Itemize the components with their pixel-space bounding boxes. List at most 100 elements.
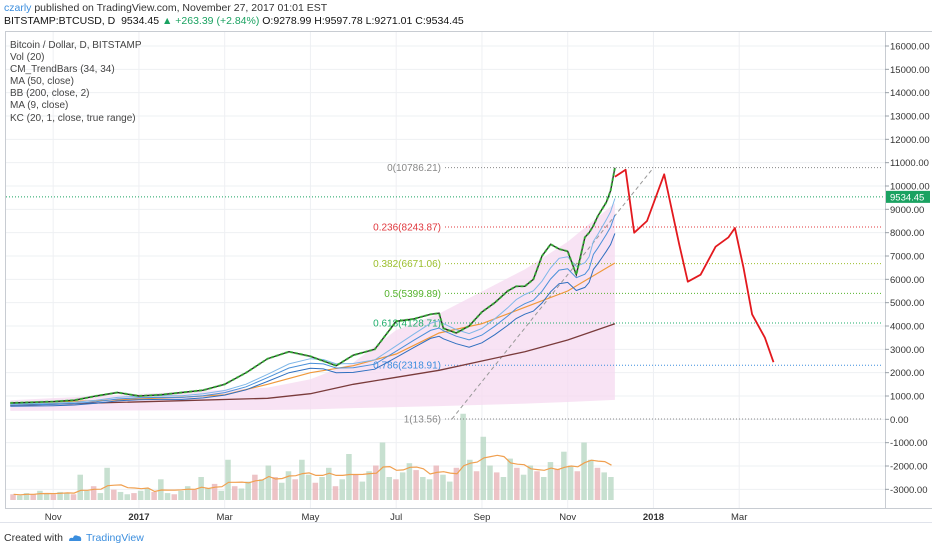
fib-level-label[interactable]: 0.786(2318.91)	[373, 361, 441, 372]
volume-bar	[77, 475, 83, 500]
volume-bar	[521, 475, 527, 500]
volume-bar	[292, 479, 298, 500]
legend-item[interactable]: CM_TrendBars (34, 34)	[10, 64, 142, 76]
y-tick-label: 8000.00	[890, 228, 924, 239]
x-tick-label: Nov	[559, 512, 576, 522]
volume-bar	[494, 472, 500, 500]
projection-drawing[interactable]	[615, 170, 774, 363]
volume-bar	[185, 486, 191, 500]
y-tick-label: -1000.00	[890, 438, 928, 449]
legend-item[interactable]: BB (200, close, 2)	[10, 88, 142, 100]
volume-bar	[37, 491, 43, 500]
volume-bar	[346, 454, 352, 500]
tradingview-cloud-icon	[68, 534, 82, 542]
volume-bar	[420, 477, 426, 500]
y-tick-label: -2000.00	[890, 462, 928, 473]
volume-bar	[131, 493, 137, 500]
volume-bar	[554, 469, 560, 500]
x-axis-labels: Nov 2017 Mar May Jul Sep Nov 2018 Mar	[45, 512, 748, 522]
fib-level-label[interactable]: 1(13.56)	[404, 415, 441, 426]
volume-bar	[145, 489, 151, 501]
volume-bar	[413, 470, 419, 500]
volume-bar	[608, 477, 614, 500]
volume-bar	[507, 459, 513, 500]
y-tick-label: 13000.00	[890, 112, 930, 123]
volume-bar	[165, 493, 171, 500]
x-tick-label: Mar	[731, 512, 747, 522]
volume-bar	[326, 468, 332, 500]
volume-bar	[460, 414, 466, 500]
volume-bar	[474, 471, 480, 500]
y-tick-label: 7000.00	[890, 252, 924, 263]
y-tick-label: 4000.00	[890, 322, 924, 333]
volume-bar	[212, 484, 218, 500]
x-tick-label: 2017	[128, 512, 149, 522]
volume-bar	[333, 486, 339, 500]
volume-bar	[588, 460, 594, 500]
volume-bar	[98, 493, 104, 500]
fib-level-label[interactable]: 0(10786.21)	[387, 163, 441, 174]
y-tick-label: -3000.00	[890, 485, 928, 496]
volume-bar	[219, 491, 225, 500]
fib-level-label[interactable]: 0.5(5399.89)	[384, 289, 441, 300]
volume-bar	[299, 460, 305, 500]
y-tick-label: 12000.00	[890, 135, 930, 146]
volume-bar	[360, 482, 366, 500]
volume-bar	[259, 479, 265, 500]
volume-bar	[595, 468, 601, 500]
volume-bar	[353, 475, 359, 500]
volume-bar	[373, 466, 379, 501]
y-tick-label: 14000.00	[890, 88, 930, 99]
current-price-label: 9534.45	[890, 192, 924, 203]
volume-bar	[481, 437, 487, 500]
y-tick-label: 11000.00	[890, 158, 929, 169]
volume-bar	[51, 494, 57, 500]
volume-bar	[575, 471, 581, 500]
volume-bar	[581, 443, 587, 501]
volume-bar	[138, 491, 144, 500]
volume-bar	[245, 482, 251, 500]
volume-bar	[433, 466, 439, 501]
volume-bar	[601, 472, 607, 500]
legend-item[interactable]: Vol (20)	[10, 52, 142, 64]
y-tick-label: 9000.00	[890, 205, 924, 216]
volume-bar	[232, 486, 238, 500]
footer: Created with TradingView	[0, 522, 932, 550]
y-tick-label: 3000.00	[890, 345, 924, 356]
volume-bar	[380, 443, 386, 501]
volume-bar	[124, 494, 130, 500]
volume-bar	[447, 482, 453, 500]
volume-bars	[10, 414, 613, 500]
legend-item[interactable]: KC (20, 1, close, true range)	[10, 113, 142, 125]
volume-bar	[393, 479, 399, 500]
legend-item[interactable]: Bitcoin / Dollar, D, BITSTAMP	[10, 40, 142, 52]
projection-line[interactable]	[615, 170, 774, 363]
volume-bar	[91, 486, 97, 500]
y-tick-label: 2000.00	[890, 368, 924, 379]
volume-bar	[487, 466, 493, 501]
legend-item[interactable]: MA (50, close)	[10, 76, 142, 88]
volume-bar	[178, 491, 184, 500]
volume-bar	[528, 466, 534, 501]
y-tick-label: 6000.00	[890, 275, 924, 286]
volume-bar	[313, 483, 319, 500]
volume-bar	[339, 479, 345, 500]
volume-bar	[10, 494, 16, 500]
y-tick-label: 0.00	[890, 415, 909, 426]
volume-bar	[266, 466, 272, 501]
volume-bar	[366, 471, 372, 500]
volume-bar	[467, 460, 473, 500]
created-with-text: Created with	[4, 532, 63, 544]
tradingview-brand[interactable]: TradingView	[86, 532, 144, 544]
fib-level-label[interactable]: 0.236(8243.87)	[373, 222, 441, 233]
volume-bar	[427, 479, 433, 500]
volume-bar	[252, 475, 258, 500]
x-tick-label: Nov	[45, 512, 62, 522]
volume-bar	[319, 477, 325, 500]
y-tick-label: 10000.00	[890, 182, 930, 193]
volume-bar	[561, 452, 567, 500]
fib-level-label[interactable]: 0.382(6671.06)	[373, 259, 441, 270]
x-tick-label: Jul	[390, 512, 402, 522]
y-tick-label: 5000.00	[890, 298, 924, 309]
legend-item[interactable]: MA (9, close)	[10, 100, 142, 112]
